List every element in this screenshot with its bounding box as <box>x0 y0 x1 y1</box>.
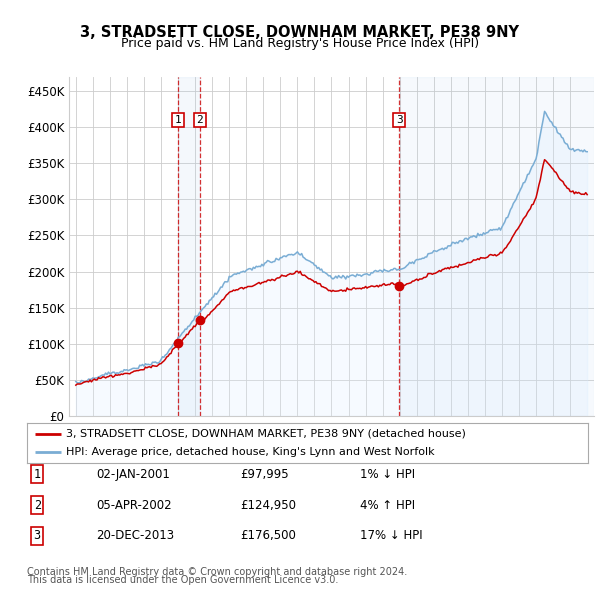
Text: 3, STRADSETT CLOSE, DOWNHAM MARKET, PE38 9NY (detached house): 3, STRADSETT CLOSE, DOWNHAM MARKET, PE38… <box>66 429 466 439</box>
Text: This data is licensed under the Open Government Licence v3.0.: This data is licensed under the Open Gov… <box>27 575 338 585</box>
Text: 3: 3 <box>34 529 41 542</box>
Text: 1% ↓ HPI: 1% ↓ HPI <box>360 468 415 481</box>
Text: £97,995: £97,995 <box>240 468 289 481</box>
Text: 4% ↑ HPI: 4% ↑ HPI <box>360 499 415 512</box>
Text: 17% ↓ HPI: 17% ↓ HPI <box>360 529 422 542</box>
Text: 2: 2 <box>196 115 203 125</box>
Text: 20-DEC-2013: 20-DEC-2013 <box>96 529 174 542</box>
Text: 2: 2 <box>34 499 41 512</box>
Text: 02-JAN-2001: 02-JAN-2001 <box>96 468 170 481</box>
Text: Price paid vs. HM Land Registry's House Price Index (HPI): Price paid vs. HM Land Registry's House … <box>121 37 479 50</box>
Text: HPI: Average price, detached house, King's Lynn and West Norfolk: HPI: Average price, detached house, King… <box>66 447 435 457</box>
Text: 3, STRADSETT CLOSE, DOWNHAM MARKET, PE38 9NY: 3, STRADSETT CLOSE, DOWNHAM MARKET, PE38… <box>80 25 520 40</box>
Text: 05-APR-2002: 05-APR-2002 <box>96 499 172 512</box>
Text: £176,500: £176,500 <box>240 529 296 542</box>
Text: 1: 1 <box>175 115 181 125</box>
Text: £124,950: £124,950 <box>240 499 296 512</box>
Bar <box>399 77 594 416</box>
Text: 1: 1 <box>34 468 41 481</box>
Text: Contains HM Land Registry data © Crown copyright and database right 2024.: Contains HM Land Registry data © Crown c… <box>27 567 407 577</box>
Text: 3: 3 <box>396 115 403 125</box>
Bar <box>178 77 200 416</box>
